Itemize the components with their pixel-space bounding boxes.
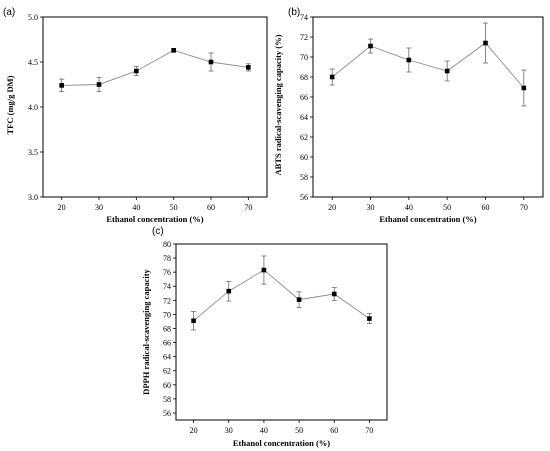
- x-axis-title: Ethanol concentration (%): [233, 438, 330, 448]
- y-tick-label: 66: [163, 339, 171, 348]
- panel-c: (c) 56 58 60 62 64 66 68 70 72 74 76 78 80 20 30 40 50 60 7…: [141, 226, 388, 448]
- x-tick-label: 30: [95, 203, 103, 212]
- data-point: [171, 48, 176, 53]
- y-axis-title: TFC (mg/g DM): [5, 75, 15, 134]
- x-tick-label: 60: [330, 426, 338, 435]
- data-point: [296, 297, 302, 302]
- y-tick-label: 74: [163, 282, 171, 291]
- y-tick-label: 56: [163, 409, 171, 418]
- data-point: [367, 316, 372, 321]
- data-point: [59, 83, 64, 88]
- x-tick-label: 70: [365, 426, 373, 435]
- y-tick-label: 80: [163, 240, 171, 249]
- y-tick-label: 60: [300, 153, 308, 162]
- y-tick-label: 76: [163, 268, 171, 277]
- y-tick-label: 74: [300, 13, 308, 22]
- x-tick-label: 40: [132, 203, 140, 212]
- y-tick-label: 70: [163, 310, 171, 319]
- data-point: [208, 59, 214, 65]
- panel-a: (a) 3.0 3.5 4.0 4.5 5.0 20 30 40 50 60 70 Ethanol co…: [3, 7, 268, 224]
- panel-label: (a): [3, 7, 15, 18]
- data-point: [444, 68, 450, 74]
- y-tick-label: 72: [163, 296, 171, 305]
- y-tick-label: 4.5: [28, 58, 38, 67]
- y-tick-label: 62: [300, 133, 308, 142]
- x-tick-label: 40: [405, 203, 413, 212]
- y-tick-label: 78: [163, 254, 171, 263]
- x-tick-label: 20: [328, 203, 336, 212]
- data-point: [226, 288, 232, 294]
- data-point: [134, 68, 139, 74]
- plot-frame: [175, 243, 388, 421]
- y-tick-label: 68: [300, 73, 308, 82]
- x-tick-label: 30: [367, 203, 375, 212]
- data-point: [329, 74, 335, 80]
- data-point: [191, 318, 196, 324]
- data-point: [246, 65, 251, 70]
- x-axis-title: Ethanol concentration (%): [379, 214, 476, 224]
- y-tick-label: 68: [163, 324, 171, 333]
- y-tick-label: 3.0: [28, 193, 38, 202]
- data-point: [368, 43, 373, 49]
- series-line: [331, 42, 525, 89]
- y-tick-label: 72: [300, 33, 308, 42]
- panel-label: (c): [152, 226, 164, 237]
- panel-label: (b): [288, 7, 300, 18]
- data-point: [521, 85, 527, 91]
- y-tick-label: 5.0: [28, 13, 38, 22]
- data-point: [96, 82, 102, 87]
- y-axis-title: ABTS radical-scavenging capacity (%): [273, 34, 283, 175]
- x-tick-label: 20: [190, 426, 198, 435]
- x-tick-label: 60: [207, 203, 215, 212]
- x-tick-label: 60: [482, 203, 490, 212]
- y-tick-label: 58: [163, 395, 171, 404]
- series-line: [193, 269, 370, 322]
- y-tick-label: 64: [163, 353, 171, 362]
- y-tick-label: 4.0: [28, 103, 38, 112]
- plot-frame: [42, 16, 268, 198]
- series-line: [61, 49, 249, 86]
- x-axis-title: Ethanol concentration (%): [106, 214, 203, 224]
- data-point: [331, 291, 337, 297]
- data-point: [483, 40, 488, 46]
- y-tick-label: 66: [300, 93, 308, 102]
- y-tick-label: 64: [300, 113, 308, 122]
- x-tick-label: 70: [520, 203, 528, 212]
- y-axis-title: DPPH radical-scavenging capacity: [141, 268, 151, 394]
- y-tick-label: 70: [300, 53, 308, 62]
- data-point: [406, 57, 412, 63]
- y-tick-label: 56: [300, 193, 308, 202]
- x-tick-label: 50: [170, 203, 178, 212]
- y-tick-label: 62: [163, 367, 171, 376]
- y-tick-label: 58: [300, 173, 308, 182]
- x-tick-label: 30: [225, 426, 233, 435]
- x-tick-label: 20: [58, 203, 66, 212]
- y-tick-label: 60: [163, 381, 171, 390]
- plot-frame: [312, 16, 544, 198]
- x-tick-label: 50: [295, 426, 303, 435]
- x-tick-label: 50: [443, 203, 451, 212]
- data-point: [261, 267, 267, 273]
- x-tick-label: 40: [260, 426, 268, 435]
- x-tick-label: 70: [244, 203, 252, 212]
- panel-b: (b) 56 58 60 62 64 66 68 70 72 74 20 30 40 50 60 70 Ethan…: [273, 7, 544, 224]
- y-tick-label: 3.5: [28, 148, 38, 157]
